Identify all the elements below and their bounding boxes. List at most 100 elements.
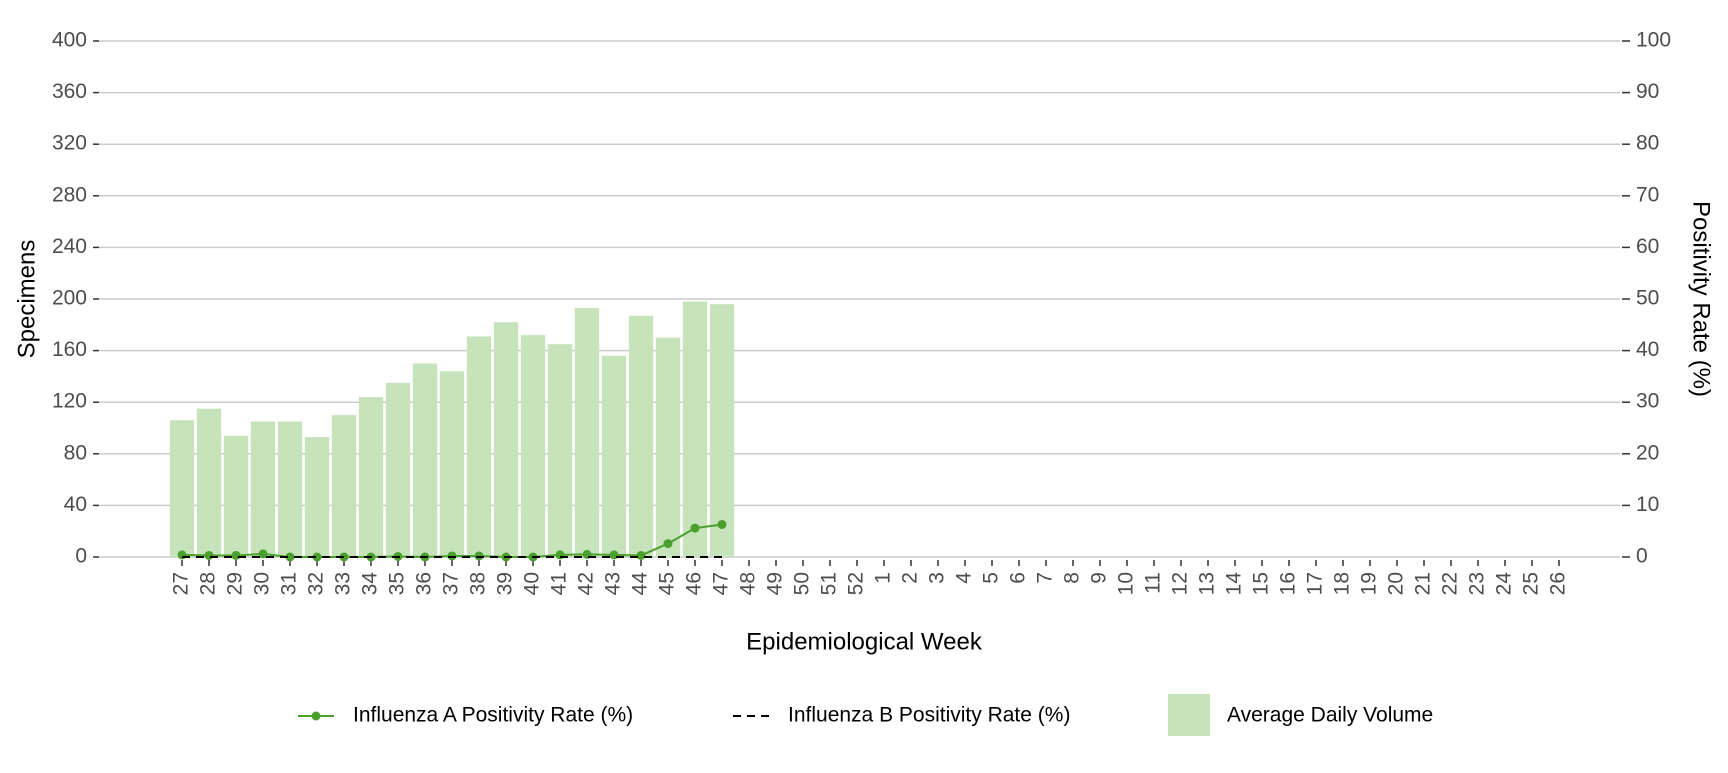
y-tick-label: 400 bbox=[52, 29, 87, 52]
x-tick-label: 3 bbox=[926, 572, 949, 584]
x-tick-label: 14 bbox=[1223, 572, 1246, 596]
x-tick-label: 18 bbox=[1331, 572, 1354, 595]
x-tick-label: 16 bbox=[1277, 572, 1300, 595]
legend-label: Influenza B Positivity Rate (%) bbox=[788, 704, 1070, 727]
x-tick-label: 17 bbox=[1304, 572, 1327, 595]
point bbox=[717, 519, 727, 529]
bar bbox=[601, 355, 627, 557]
bar bbox=[196, 408, 222, 557]
bar bbox=[439, 371, 465, 557]
x-tick-label: 34 bbox=[359, 572, 382, 596]
bar bbox=[520, 335, 546, 557]
x-tick-label: 22 bbox=[1439, 572, 1462, 595]
x-tick-label: 32 bbox=[305, 572, 328, 595]
y2-tick-label: 60 bbox=[1636, 235, 1659, 258]
x-axis-title: Epidemiological Week bbox=[746, 628, 983, 655]
point bbox=[258, 549, 268, 559]
y2-tick-label: 50 bbox=[1636, 287, 1659, 310]
bar bbox=[250, 421, 276, 557]
point bbox=[231, 550, 241, 560]
point bbox=[609, 550, 619, 560]
x-tick-label: 30 bbox=[251, 572, 274, 595]
x-tick-label: 23 bbox=[1466, 572, 1489, 595]
x-tick-label: 26 bbox=[1547, 572, 1570, 595]
x-tick-label: 36 bbox=[413, 572, 436, 595]
bar bbox=[223, 435, 249, 557]
y2-tick-label: 40 bbox=[1636, 338, 1659, 361]
x-tick-label: 11 bbox=[1142, 572, 1165, 594]
point bbox=[663, 539, 673, 549]
x-tick-label: 13 bbox=[1196, 572, 1219, 595]
bar bbox=[385, 382, 411, 557]
x-tick-label: 41 bbox=[548, 572, 571, 595]
y-tick-label: 80 bbox=[64, 441, 87, 464]
point bbox=[204, 550, 214, 560]
y2-tick-label: 80 bbox=[1636, 132, 1659, 155]
bar bbox=[304, 437, 330, 557]
y-tick-label: 120 bbox=[52, 390, 87, 413]
x-tick-label: 46 bbox=[683, 572, 706, 595]
x-tick-label: 49 bbox=[764, 572, 787, 595]
x-tick-label: 52 bbox=[845, 572, 868, 595]
legend-marker bbox=[311, 711, 321, 721]
x-tick-label: 12 bbox=[1169, 572, 1192, 595]
x-tick-label: 31 bbox=[278, 572, 301, 595]
x-tick-label: 21 bbox=[1412, 572, 1435, 595]
y2-tick-label: 10 bbox=[1636, 493, 1659, 516]
y2-tick-label: 20 bbox=[1636, 441, 1659, 464]
point bbox=[690, 523, 700, 533]
x-tick-label: 40 bbox=[521, 572, 544, 595]
bar bbox=[277, 421, 303, 557]
y-axis-title: Specimens bbox=[13, 240, 40, 359]
y-tick-label: 40 bbox=[64, 493, 87, 516]
x-tick-label: 47 bbox=[710, 572, 733, 595]
y-tick-label: 160 bbox=[52, 338, 87, 361]
bar bbox=[547, 344, 573, 557]
x-tick-label: 50 bbox=[791, 572, 814, 595]
bar bbox=[466, 336, 492, 557]
x-tick-label: 1 bbox=[872, 572, 895, 584]
bar bbox=[493, 322, 519, 557]
y2-tick-label: 70 bbox=[1636, 183, 1659, 206]
point bbox=[177, 550, 187, 560]
x-tick-label: 44 bbox=[629, 572, 652, 596]
point bbox=[447, 551, 457, 561]
bar bbox=[682, 301, 708, 557]
legend-label: Average Daily Volume bbox=[1227, 704, 1433, 727]
point bbox=[285, 552, 295, 562]
x-tick-label: 6 bbox=[1007, 572, 1030, 584]
x-tick-label: 4 bbox=[953, 572, 976, 584]
x-tick-label: 39 bbox=[494, 572, 517, 595]
x-tick-label: 28 bbox=[197, 572, 220, 595]
bar bbox=[412, 363, 438, 557]
y2-axis-title: Positivity Rate (%) bbox=[1688, 201, 1715, 397]
bar bbox=[655, 337, 681, 557]
x-tick-label: 48 bbox=[737, 572, 760, 595]
x-tick-label: 15 bbox=[1250, 572, 1273, 595]
y2-tick-label: 0 bbox=[1636, 545, 1648, 568]
y-tick-label: 0 bbox=[75, 545, 87, 568]
x-tick-label: 5 bbox=[980, 572, 1003, 584]
y-tick-label: 360 bbox=[52, 80, 87, 103]
bar bbox=[331, 415, 357, 557]
x-tick-label: 2 bbox=[899, 572, 922, 584]
x-tick-label: 45 bbox=[656, 572, 679, 595]
point bbox=[312, 552, 322, 562]
x-tick-label: 42 bbox=[575, 572, 598, 595]
y-tick-label: 320 bbox=[52, 132, 87, 155]
x-tick-label: 29 bbox=[224, 572, 247, 595]
y2-tick-label: 100 bbox=[1636, 29, 1671, 52]
x-tick-label: 43 bbox=[602, 572, 625, 595]
x-tick-label: 33 bbox=[332, 572, 355, 595]
x-tick-label: 24 bbox=[1493, 572, 1516, 596]
x-tick-label: 19 bbox=[1358, 572, 1381, 595]
point bbox=[636, 550, 646, 560]
point bbox=[555, 550, 565, 560]
legend-label: Influenza A Positivity Rate (%) bbox=[353, 704, 633, 727]
bar bbox=[574, 308, 600, 557]
y2-tick-label: 90 bbox=[1636, 80, 1659, 103]
y-tick-label: 280 bbox=[52, 183, 87, 206]
point bbox=[474, 551, 484, 561]
x-tick-label: 51 bbox=[818, 572, 841, 595]
